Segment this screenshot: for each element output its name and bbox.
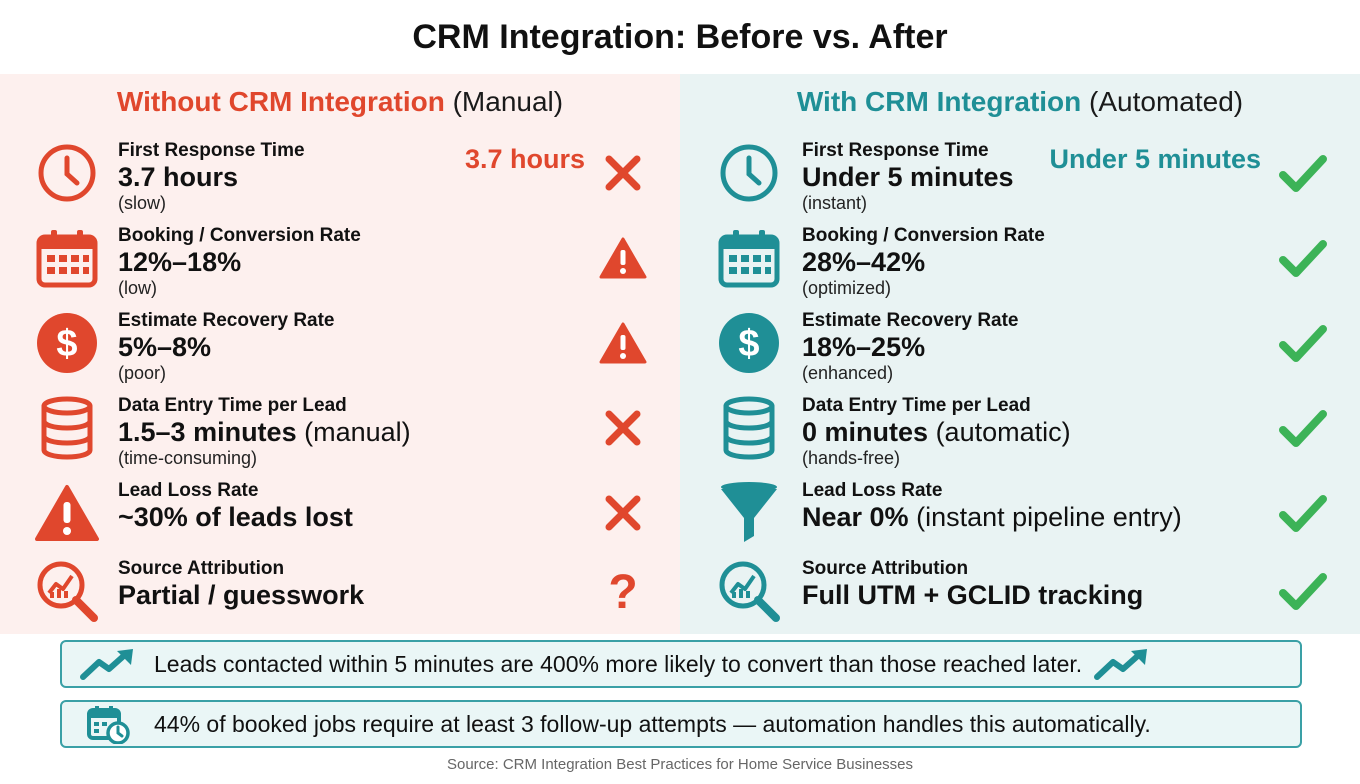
warning-icon: [596, 231, 650, 285]
metric-label: Source Attribution: [118, 558, 285, 579]
metric-note: (time-consuming): [118, 448, 258, 468]
metric-label: First Response Time: [802, 140, 989, 161]
metric-note: (low): [118, 278, 157, 298]
heading-soft: (Manual): [452, 86, 564, 117]
x-mark-icon: [596, 146, 650, 200]
metric-row-data-entry: Data Entry Time per Lead 0 minutes (auto…: [680, 395, 1360, 479]
x-mark-icon: [596, 401, 650, 455]
svg-text:?: ?: [608, 566, 637, 616]
metric-value: 5%–8%: [118, 332, 212, 362]
page-title: CRM Integration: Before vs. After: [0, 0, 1360, 74]
metric-row-data-entry: Data Entry Time per Lead 1.5–3 minutes (…: [0, 395, 680, 479]
follow-up-banner: 44% of booked jobs require at least 3 fo…: [60, 700, 1302, 748]
metric-value: ~30% of leads lost: [118, 502, 353, 532]
calendar-icon: [34, 225, 100, 291]
metric-row-lead-loss: Lead Loss Rate ~30% of leads lost: [0, 480, 680, 564]
metric-row-lead-loss: Lead Loss Rate Near 0% (instant pipeline…: [680, 480, 1360, 564]
response-time-callout: 3.7 hours: [464, 144, 585, 174]
metric-row-source-attribution: Source Attribution Full UTM + GCLID trac…: [680, 558, 1360, 642]
trend-up-icon: [1090, 642, 1154, 686]
check-icon: [1276, 316, 1330, 370]
metric-value: Under 5 minutes: [802, 162, 1014, 192]
dollar-icon: $: [34, 310, 100, 376]
check-icon: [1276, 146, 1330, 200]
calendar-icon: [716, 225, 782, 291]
warning-icon: [596, 316, 650, 370]
metric-note: (hands-free): [802, 448, 901, 468]
magnifier-chart-icon: [716, 558, 782, 624]
database-icon: [716, 395, 782, 461]
source-note: Source: CRM Integration Best Practices f…: [446, 756, 914, 773]
metric-row-first-response: First Response Time Under 5 minutes (ins…: [680, 140, 1360, 224]
metric-label: Data Entry Time per Lead: [802, 395, 1031, 416]
metric-row-source-attribution: Source Attribution Partial / guesswork ?: [0, 558, 680, 642]
check-icon: [1276, 486, 1330, 540]
response-time-callout: Under 5 minutes: [1049, 144, 1261, 174]
metric-label: Estimate Recovery Rate: [802, 310, 1019, 331]
svg-text:$: $: [738, 323, 759, 365]
without-crm-heading: Without CRM Integration (Manual): [0, 86, 680, 118]
database-icon: [34, 395, 100, 461]
clock-icon: [716, 140, 782, 206]
check-icon: [1276, 564, 1330, 618]
clock-icon: [34, 140, 100, 206]
heading-strong: With CRM Integration: [796, 86, 1082, 117]
banner-text: 44% of booked jobs require at least 3 fo…: [154, 710, 1151, 737]
metric-label: Estimate Recovery Rate: [118, 310, 335, 331]
metric-label: Booking / Conversion Rate: [802, 225, 1045, 246]
question-mark-icon: ?: [596, 564, 650, 618]
without-crm-panel: Without CRM Integration (Manual) First R…: [0, 74, 680, 634]
dollar-icon: $: [716, 310, 782, 376]
metric-value: 3.7 hours: [118, 162, 239, 192]
metric-note: (enhanced): [802, 363, 894, 383]
magnifier-chart-icon: [34, 558, 100, 624]
metric-value: Partial / guesswork: [118, 580, 365, 610]
check-icon: [1276, 401, 1330, 455]
metric-row-estimate-recovery: $ Estimate Recovery Rate 18%–25% (enhanc…: [680, 310, 1360, 394]
metric-value: Near 0% (instant pipeline entry): [802, 502, 1182, 532]
heading-soft: (Automated): [1089, 86, 1244, 117]
metric-note: (optimized): [802, 278, 892, 298]
metric-note: (poor): [118, 363, 167, 383]
svg-text:$: $: [56, 323, 77, 365]
with-crm-panel: With CRM Integration (Automated) First R…: [680, 74, 1360, 634]
metric-value: 1.5–3 minutes (manual): [118, 417, 411, 447]
with-crm-heading: With CRM Integration (Automated): [680, 86, 1360, 118]
metric-label: Data Entry Time per Lead: [118, 395, 347, 416]
speed-to-lead-banner: Leads contacted within 5 minutes are 400…: [60, 640, 1302, 688]
heading-strong: Without CRM Integration: [116, 86, 445, 117]
trend-up-icon: [76, 642, 140, 686]
metric-value: Full UTM + GCLID tracking: [802, 580, 1144, 610]
check-icon: [1276, 231, 1330, 285]
metric-label: First Response Time: [118, 140, 305, 161]
funnel-icon: [716, 480, 782, 546]
metric-label: Lead Loss Rate: [118, 480, 259, 501]
metric-row-estimate-recovery: $ Estimate Recovery Rate 5%–8% (poor): [0, 310, 680, 394]
metric-label: Source Attribution: [802, 558, 969, 579]
x-mark-icon: [596, 486, 650, 540]
calendar-clock-icon: [76, 702, 140, 746]
metric-label: Booking / Conversion Rate: [118, 225, 361, 246]
metric-row-booking-rate: Booking / Conversion Rate 28%–42% (optim…: [680, 225, 1360, 309]
metric-value: 28%–42%: [802, 247, 926, 277]
warning-triangle-icon: [34, 480, 100, 546]
banner-text: Leads contacted within 5 minutes are 400…: [154, 650, 1083, 677]
metric-value: 12%–18%: [118, 247, 242, 277]
metric-row-first-response: First Response Time 3.7 hours (slow) 3.7…: [0, 140, 680, 224]
metric-value: 0 minutes (automatic): [802, 417, 1071, 447]
metric-row-booking-rate: Booking / Conversion Rate 12%–18% (low): [0, 225, 680, 309]
metric-note: (instant): [802, 193, 868, 213]
metric-label: Lead Loss Rate: [802, 480, 943, 501]
metric-value: 18%–25%: [802, 332, 926, 362]
metric-note: (slow): [118, 193, 166, 213]
